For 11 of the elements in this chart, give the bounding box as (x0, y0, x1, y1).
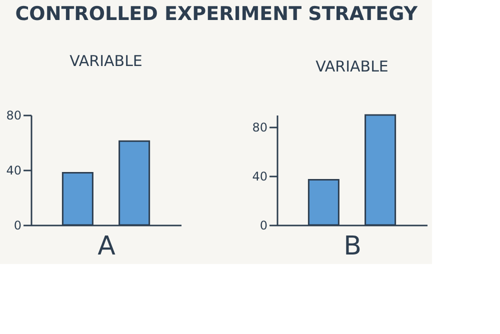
y-tick-label: 80 (252, 120, 268, 135)
y-tick-label: 40 (252, 170, 268, 184)
text: VARIABLE (70, 52, 142, 70)
y-tick-label: 40 (6, 164, 22, 178)
text: VARIABLE (316, 57, 388, 76)
chart-title: CONTROLLED EXPERIMENT STRATEGY (15, 3, 418, 25)
x-axis-title: A (98, 232, 116, 262)
x-axis-title: B (344, 232, 362, 262)
y-tick-label: 0 (14, 218, 22, 232)
y-tick-label: 0 (260, 218, 268, 232)
y-tick-label: 80 (6, 108, 22, 122)
